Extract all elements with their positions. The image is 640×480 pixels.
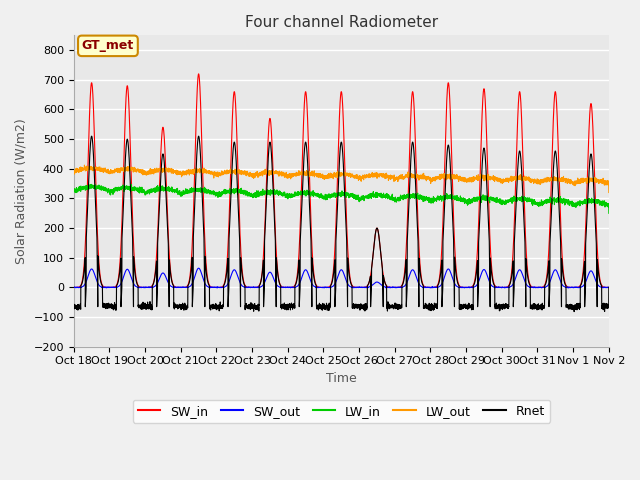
SW_out [492,285,499,291]
LW_out [605,190,612,195]
SW_in [461,285,469,290]
LW_in [492,195,499,201]
LW_out [604,179,612,185]
Title: Four channel Radiometer: Four channel Radiometer [244,15,438,30]
LW_out [81,162,88,168]
Rnet [166,266,174,272]
Rnet [431,301,439,307]
SW_in [604,285,612,290]
LW_out [166,167,174,173]
SW_in [492,283,499,289]
Rnet [570,309,578,314]
Legend: SW_in, SW_out, LW_in, LW_out, Rnet: SW_in, SW_out, LW_in, LW_out, Rnet [132,400,550,423]
LW_in [604,204,612,209]
SW_in [195,71,202,77]
LW_in [431,196,439,202]
LW_out [321,173,329,179]
LW_in [605,210,612,216]
LW_in [321,192,329,197]
SW_out [605,285,612,290]
SW_in [70,285,77,290]
SW_out [195,265,202,271]
Line: LW_out: LW_out [74,165,609,192]
Line: SW_in: SW_in [74,74,609,288]
LW_out [492,174,499,180]
SW_out [432,285,440,290]
SW_out [70,285,77,290]
LW_out [70,167,77,173]
Rnet [321,303,329,309]
Line: SW_out: SW_out [74,268,609,288]
LW_out [431,175,439,181]
Text: GT_met: GT_met [82,39,134,52]
Y-axis label: Solar Radiation (W/m2): Solar Radiation (W/m2) [15,118,28,264]
SW_out [461,285,469,290]
LW_in [166,188,174,194]
Rnet [604,305,612,311]
SW_out [166,283,174,288]
SW_in [166,261,173,266]
LW_out [461,179,469,184]
SW_out [102,285,110,291]
SW_out [321,285,329,290]
Rnet [605,285,612,290]
SW_in [431,284,439,290]
Line: LW_in: LW_in [74,184,609,213]
Rnet [70,302,77,308]
Line: Rnet: Rnet [74,136,609,312]
SW_in [605,285,612,290]
SW_in [321,285,329,290]
LW_in [70,188,77,194]
Rnet [492,305,499,311]
Rnet [88,133,95,139]
SW_out [604,284,612,290]
Rnet [461,302,469,308]
X-axis label: Time: Time [326,372,356,385]
LW_in [461,199,469,204]
LW_in [88,181,95,187]
